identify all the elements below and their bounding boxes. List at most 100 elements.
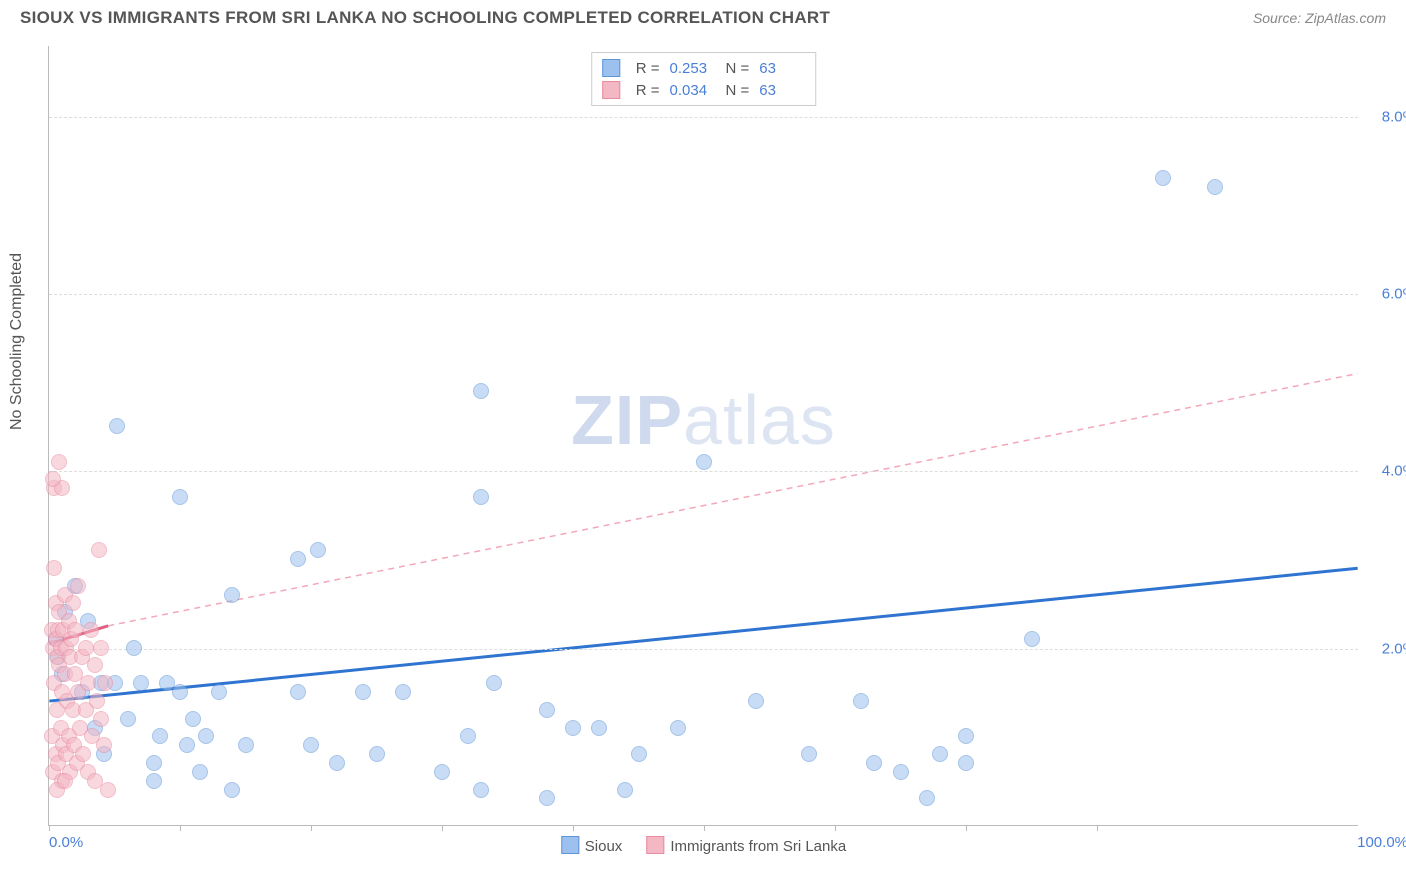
data-point bbox=[57, 773, 73, 789]
x-tick bbox=[442, 825, 443, 831]
legend-swatch bbox=[602, 59, 620, 77]
data-point bbox=[80, 675, 96, 691]
legend-row: R = 0.034 N = 63 bbox=[602, 79, 806, 101]
source-label: Source: ZipAtlas.com bbox=[1253, 10, 1386, 26]
legend-n-value: 63 bbox=[759, 82, 805, 99]
data-point bbox=[70, 578, 86, 594]
series-legend: Sioux Immigrants from Sri Lanka bbox=[561, 836, 846, 855]
data-point bbox=[290, 551, 306, 567]
data-point bbox=[91, 542, 107, 558]
gridline bbox=[49, 471, 1358, 472]
data-point bbox=[853, 693, 869, 709]
legend-box: R = 0.253 N = 63 R = 0.034 N = 63 bbox=[591, 52, 817, 106]
data-point bbox=[133, 675, 149, 691]
x-tick bbox=[1097, 825, 1098, 831]
data-point bbox=[1024, 631, 1040, 647]
data-point bbox=[460, 728, 476, 744]
legend-n-value: 63 bbox=[759, 60, 805, 77]
data-point bbox=[83, 622, 99, 638]
data-point bbox=[224, 782, 240, 798]
data-point bbox=[78, 640, 94, 656]
data-point bbox=[473, 383, 489, 399]
legend-r-value: 0.034 bbox=[670, 82, 716, 99]
data-point bbox=[670, 720, 686, 736]
data-point bbox=[97, 675, 113, 691]
data-point bbox=[87, 657, 103, 673]
data-point bbox=[126, 640, 142, 656]
data-point bbox=[958, 728, 974, 744]
data-point bbox=[96, 737, 112, 753]
legend-swatch bbox=[646, 836, 664, 854]
data-point bbox=[238, 737, 254, 753]
data-point bbox=[1207, 179, 1223, 195]
series-legend-item: Sioux bbox=[561, 836, 623, 855]
data-point bbox=[198, 728, 214, 744]
data-point bbox=[565, 720, 581, 736]
data-point bbox=[893, 764, 909, 780]
data-point bbox=[172, 489, 188, 505]
chart-header: SIOUX VS IMMIGRANTS FROM SRI LANKA NO SC… bbox=[0, 0, 1406, 32]
y-axis-label: No Schooling Completed bbox=[8, 253, 26, 430]
data-point bbox=[617, 782, 633, 798]
data-point bbox=[172, 684, 188, 700]
data-point bbox=[65, 595, 81, 611]
x-tick bbox=[49, 825, 50, 831]
data-point bbox=[100, 782, 116, 798]
legend-r-label: R = bbox=[636, 82, 660, 99]
data-point bbox=[473, 782, 489, 798]
data-point bbox=[93, 711, 109, 727]
data-point bbox=[434, 764, 450, 780]
data-point bbox=[355, 684, 371, 700]
scatter-chart: ZIPatlas R =0.253N =63R =0.034N =63 0.0%… bbox=[48, 46, 1358, 826]
data-point bbox=[185, 711, 201, 727]
watermark: ZIPatlas bbox=[571, 380, 836, 460]
chart-title: SIOUX VS IMMIGRANTS FROM SRI LANKA NO SC… bbox=[20, 8, 830, 28]
x-tick bbox=[180, 825, 181, 831]
data-point bbox=[310, 542, 326, 558]
data-point bbox=[146, 773, 162, 789]
data-point bbox=[290, 684, 306, 700]
data-point bbox=[801, 746, 817, 762]
legend-r-label: R = bbox=[636, 60, 660, 77]
legend-r-value: 0.253 bbox=[670, 60, 716, 77]
gridline bbox=[49, 294, 1358, 295]
data-point bbox=[473, 489, 489, 505]
data-point bbox=[67, 622, 83, 638]
x-axis-min: 0.0% bbox=[49, 834, 83, 851]
y-tick-label: 8.0% bbox=[1382, 108, 1406, 125]
data-point bbox=[192, 764, 208, 780]
y-tick-label: 6.0% bbox=[1382, 286, 1406, 303]
legend-row: R = 0.253 N = 63 bbox=[602, 57, 806, 79]
gridline bbox=[49, 117, 1358, 118]
legend-n-label: N = bbox=[726, 60, 750, 77]
data-point bbox=[179, 737, 195, 753]
data-point bbox=[591, 720, 607, 736]
data-point bbox=[748, 693, 764, 709]
y-tick-label: 4.0% bbox=[1382, 463, 1406, 480]
data-point bbox=[152, 728, 168, 744]
series-legend-item: Immigrants from Sri Lanka bbox=[646, 836, 846, 855]
data-point bbox=[329, 755, 345, 771]
legend-swatch bbox=[602, 81, 620, 99]
data-point bbox=[51, 454, 67, 470]
gridline bbox=[49, 649, 1358, 650]
x-tick bbox=[311, 825, 312, 831]
data-point bbox=[539, 790, 555, 806]
data-point bbox=[369, 746, 385, 762]
data-point bbox=[866, 755, 882, 771]
data-point bbox=[45, 471, 61, 487]
data-point bbox=[919, 790, 935, 806]
trend-lines bbox=[49, 46, 1358, 825]
data-point bbox=[631, 746, 647, 762]
legend-n-label: N = bbox=[726, 82, 750, 99]
data-point bbox=[146, 755, 162, 771]
x-axis-max: 100.0% bbox=[1357, 834, 1406, 851]
x-tick bbox=[704, 825, 705, 831]
data-point bbox=[958, 755, 974, 771]
data-point bbox=[109, 418, 125, 434]
data-point bbox=[1155, 170, 1171, 186]
data-point bbox=[486, 675, 502, 691]
data-point bbox=[303, 737, 319, 753]
data-point bbox=[932, 746, 948, 762]
data-point bbox=[395, 684, 411, 700]
